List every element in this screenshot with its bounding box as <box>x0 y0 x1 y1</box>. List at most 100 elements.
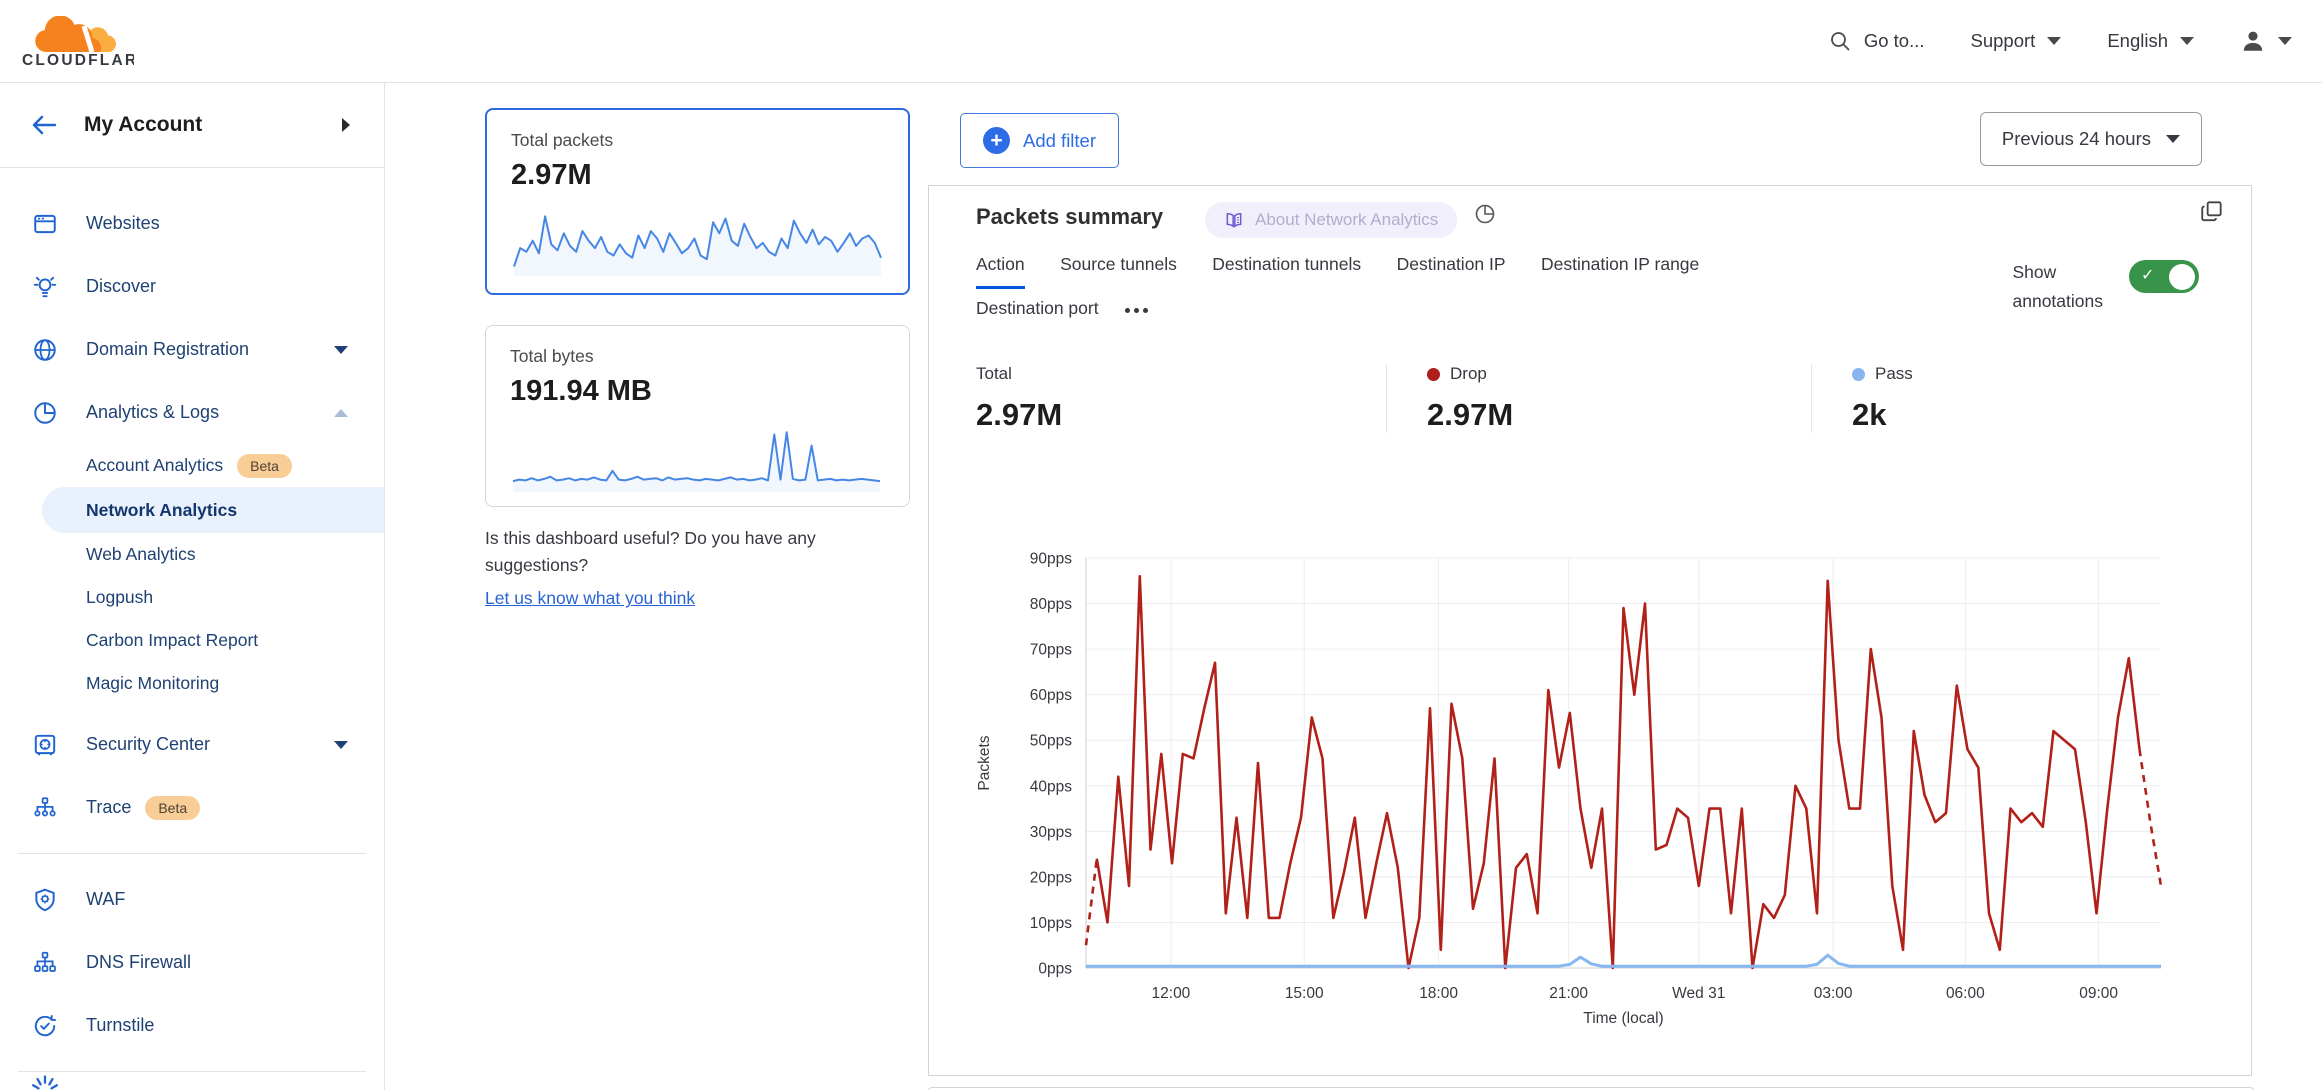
sidebar-subitem-network-analytics[interactable]: Network Analytics <box>42 487 384 533</box>
svg-text:70pps: 70pps <box>1030 642 1072 659</box>
card-value: 191.94 MB <box>510 375 652 407</box>
top-bar-actions: Go to... Support English <box>1828 28 2292 54</box>
tab-destination-ip[interactable]: Destination IP <box>1396 254 1506 274</box>
lightbulb-icon <box>33 276 57 297</box>
support-menu[interactable]: Support <box>1971 30 2062 52</box>
total-packets-card[interactable]: Total packets 2.97M <box>485 108 910 295</box>
show-annotations-control: Show annotations ✓ <box>2013 258 2199 316</box>
total-bytes-sparkline <box>512 431 881 492</box>
account-menu[interactable] <box>2240 28 2292 54</box>
sidebar-item-label: Trace <box>86 797 132 817</box>
trace-icon <box>34 796 56 816</box>
sidebar: My Account Websites Discover <box>0 83 385 1090</box>
subitem-label: Magic Monitoring <box>86 673 220 693</box>
sidebar-item-websites[interactable]: Websites <box>0 192 384 255</box>
stat-label: Pass <box>1875 364 1913 383</box>
card-value: 2.97M <box>511 159 592 191</box>
goto-search[interactable]: Go to... <box>1828 29 1925 53</box>
sidebar-subitem-carbon-impact-report[interactable]: Carbon Impact Report <box>0 619 384 662</box>
cloudflare-logo[interactable]: CLOUDFLARE <box>22 16 134 66</box>
sidebar-item-analytics-logs[interactable]: Analytics & Logs <box>0 381 384 444</box>
sidebar-item-dns-firewall[interactable]: DNS Firewall <box>0 931 384 994</box>
account-header[interactable]: My Account <box>0 83 384 168</box>
language-menu[interactable]: English <box>2107 30 2194 52</box>
stat-drop: Drop 2.97M <box>1386 364 1811 433</box>
stats-row: Total 2.97M Drop 2.97M Pass 2 <box>929 364 2251 433</box>
panel-title: Packets summary <box>976 204 1164 229</box>
drop-legend-dot <box>1427 367 1440 381</box>
sidebar-item-waf[interactable]: WAF <box>0 868 384 931</box>
tab-destination-ip-range[interactable]: Destination IP range <box>1541 254 1700 274</box>
svg-text:40pps: 40pps <box>1030 778 1072 795</box>
svg-text:03:00: 03:00 <box>1814 985 1853 1002</box>
svg-text:CLOUDFLARE: CLOUDFLARE <box>22 52 134 66</box>
breakdown-tabs: Action Source tunnels Destination tunnel… <box>976 254 1941 330</box>
tabs-overflow-icon[interactable] <box>1124 307 1148 321</box>
packets-time-series-chart: 0pps 10pps 20pps 30pps 40pps 50pps 60pps 70pps 8… <box>929 526 2253 1071</box>
sidebar-subitem-logpush[interactable]: Logpush <box>0 576 384 619</box>
add-filter-button[interactable]: + Add filter <box>960 113 1120 168</box>
main-content: + Add filter Previous 24 hours Packets s… <box>928 83 2322 1090</box>
sidebar-divider <box>18 853 366 854</box>
summary-column: Total packets 2.97M Total bytes 191.94 M… <box>385 83 928 1090</box>
support-label: Support <box>1970 30 2036 51</box>
search-icon <box>1830 32 1850 51</box>
svg-text:06:00: 06:00 <box>1946 985 1985 1002</box>
sidebar-item-label: Analytics & Logs <box>86 402 220 422</box>
stat-label: Total <box>976 364 1012 383</box>
sidebar-item-trace[interactable]: Trace Beta <box>0 776 384 839</box>
chevron-right-icon[interactable] <box>342 118 350 132</box>
time-range-label: Previous 24 hours <box>2001 128 2151 149</box>
chevron-up-icon <box>334 408 348 417</box>
pie-chart-icon[interactable] <box>1473 201 1497 225</box>
subitem-label: Web Analytics <box>86 544 196 564</box>
tab-destination-port[interactable]: Destination port <box>976 298 1099 318</box>
svg-text:50pps: 50pps <box>1030 733 1072 750</box>
sidebar-item-turnstile[interactable]: Turnstile <box>0 994 384 1057</box>
book-icon <box>1226 212 1242 228</box>
sidebar-subitem-web-analytics[interactable]: Web Analytics <box>0 533 384 576</box>
svg-text:Packets: Packets <box>976 735 993 790</box>
stat-total: Total 2.97M <box>929 364 1386 433</box>
total-bytes-card[interactable]: Total bytes 191.94 MB <box>485 325 910 507</box>
sidebar-item-label: WAF <box>86 889 126 909</box>
stat-label: Drop <box>1450 364 1487 383</box>
stat-value: 2.97M <box>1427 397 1514 432</box>
svg-text:90pps: 90pps <box>1030 551 1072 568</box>
pie-chart-icon <box>34 401 56 424</box>
sidebar-item-label: Turnstile <box>86 1015 155 1035</box>
stat-value: 2.97M <box>976 397 1063 432</box>
sidebar-item-discover[interactable]: Discover <box>0 255 384 318</box>
feedback-question: Is this dashboard useful? Do you have an… <box>485 528 816 576</box>
packets-summary-panel: Packets summary About Network Analytics <box>928 185 2252 1076</box>
svg-text:12:00: 12:00 <box>1152 985 1191 1002</box>
svg-text:Time (local): Time (local) <box>1583 1010 1663 1027</box>
subitem-label: Carbon Impact Report <box>86 630 259 650</box>
total-packets-sparkline <box>513 215 882 276</box>
svg-text:15:00: 15:00 <box>1285 985 1324 1002</box>
time-range-dropdown[interactable]: Previous 24 hours <box>1979 112 2202 166</box>
card-label: Total bytes <box>510 346 594 366</box>
svg-text:Wed 31: Wed 31 <box>1672 985 1725 1002</box>
card-label: Total packets <box>511 130 614 150</box>
tab-destination-tunnels[interactable]: Destination tunnels <box>1212 254 1362 274</box>
tab-action[interactable]: Action <box>976 254 1025 289</box>
tab-source-tunnels[interactable]: Source tunnels <box>1060 254 1177 274</box>
about-network-analytics-badge[interactable]: About Network Analytics <box>1205 202 1458 238</box>
feedback-link[interactable]: Let us know what you think <box>485 588 696 609</box>
subitem-label: Network Analytics <box>86 499 238 520</box>
annotations-toggle[interactable]: ✓ <box>2129 260 2199 293</box>
sidebar-divider <box>18 1071 366 1072</box>
sidebar-subitem-account-analytics[interactable]: Account Analytics Beta <box>0 444 384 487</box>
sidebar-item-security-center[interactable]: Security Center <box>0 713 384 776</box>
safe-icon <box>34 734 56 755</box>
subitem-label: Logpush <box>86 587 154 607</box>
svg-text:10pps: 10pps <box>1030 915 1072 932</box>
back-arrow-icon[interactable] <box>30 113 58 137</box>
line-chart: 0pps 10pps 20pps 30pps 40pps 50pps 60pps 70pps 8… <box>976 551 2163 1027</box>
sidebar-item-label: DNS Firewall <box>86 952 192 972</box>
sidebar-subitem-magic-monitoring[interactable]: Magic Monitoring <box>0 662 384 705</box>
duplicate-icon[interactable] <box>2199 198 2225 224</box>
sidebar-item-domain-registration[interactable]: Domain Registration <box>0 318 384 381</box>
globe-icon <box>34 338 56 361</box>
